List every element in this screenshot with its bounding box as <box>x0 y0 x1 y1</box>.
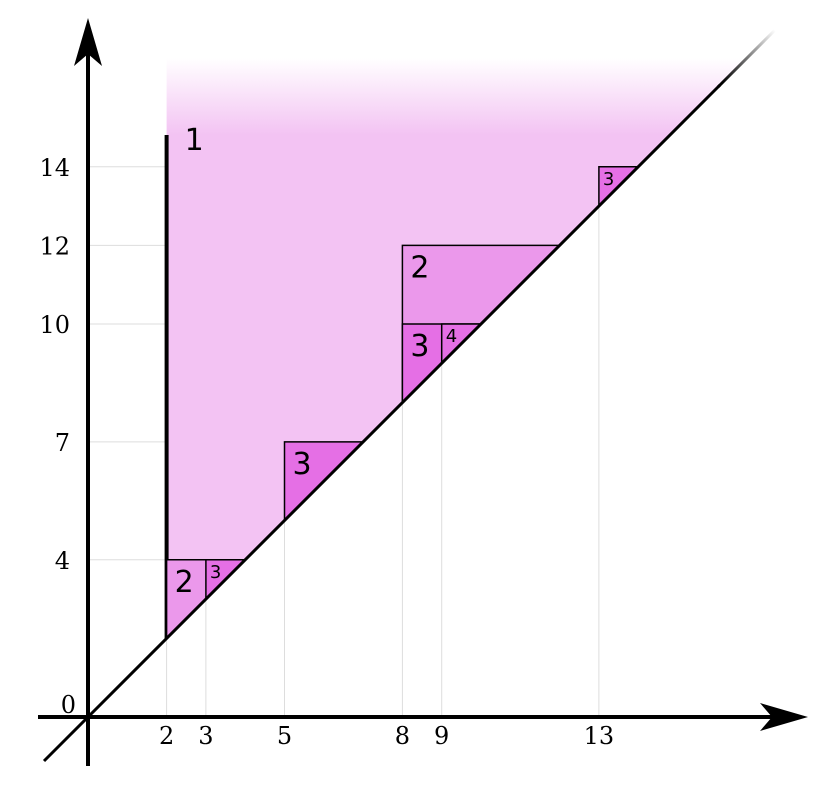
x-tick-label: 3 <box>198 722 213 750</box>
region-3b-label: 3 <box>293 447 312 482</box>
region-4-label: 4 <box>446 326 457 347</box>
region-2a-label: 2 <box>175 565 194 600</box>
y-tick-label: 4 <box>55 547 70 575</box>
x-axis-arrowhead <box>760 703 808 731</box>
y-tick-label: 12 <box>39 232 70 260</box>
region-3c-label: 3 <box>410 329 429 364</box>
x-tick-label: 13 <box>584 722 615 750</box>
region-3a-label: 3 <box>210 562 221 583</box>
x-tick-label: 2 <box>159 722 174 750</box>
x-tick-label: 5 <box>277 722 292 750</box>
axes <box>38 18 808 766</box>
region-2b-label: 2 <box>410 250 429 285</box>
y-axis-arrowhead <box>74 18 102 66</box>
y-tick-label: 14 <box>39 154 70 182</box>
y-tick-label: 7 <box>55 429 70 457</box>
region-3d-label: 3 <box>603 169 614 190</box>
x-tick-label: 8 <box>395 722 410 750</box>
diagonal-line <box>42 83 722 763</box>
x-tick-label: 9 <box>434 722 449 750</box>
diagonal-line-fade <box>716 28 777 89</box>
y-tick-label: 10 <box>39 311 70 339</box>
y-tick-label: 0 <box>61 691 76 719</box>
region-1-label: 1 <box>185 123 204 158</box>
region-1-fade <box>166 58 748 135</box>
